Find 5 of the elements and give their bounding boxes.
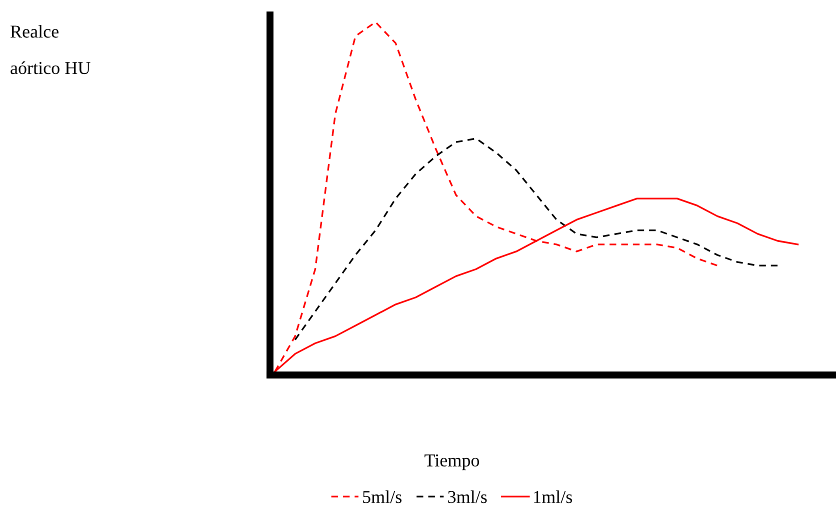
legend-label: 1ml/s bbox=[534, 490, 572, 504]
text: Realce aórtico HU bbox=[10, 25, 90, 74]
legend-label: 3ml/s bbox=[448, 490, 487, 504]
legend-label: 5ml/s bbox=[363, 490, 402, 504]
x-axis-title: Tiempo bbox=[424, 454, 480, 470]
